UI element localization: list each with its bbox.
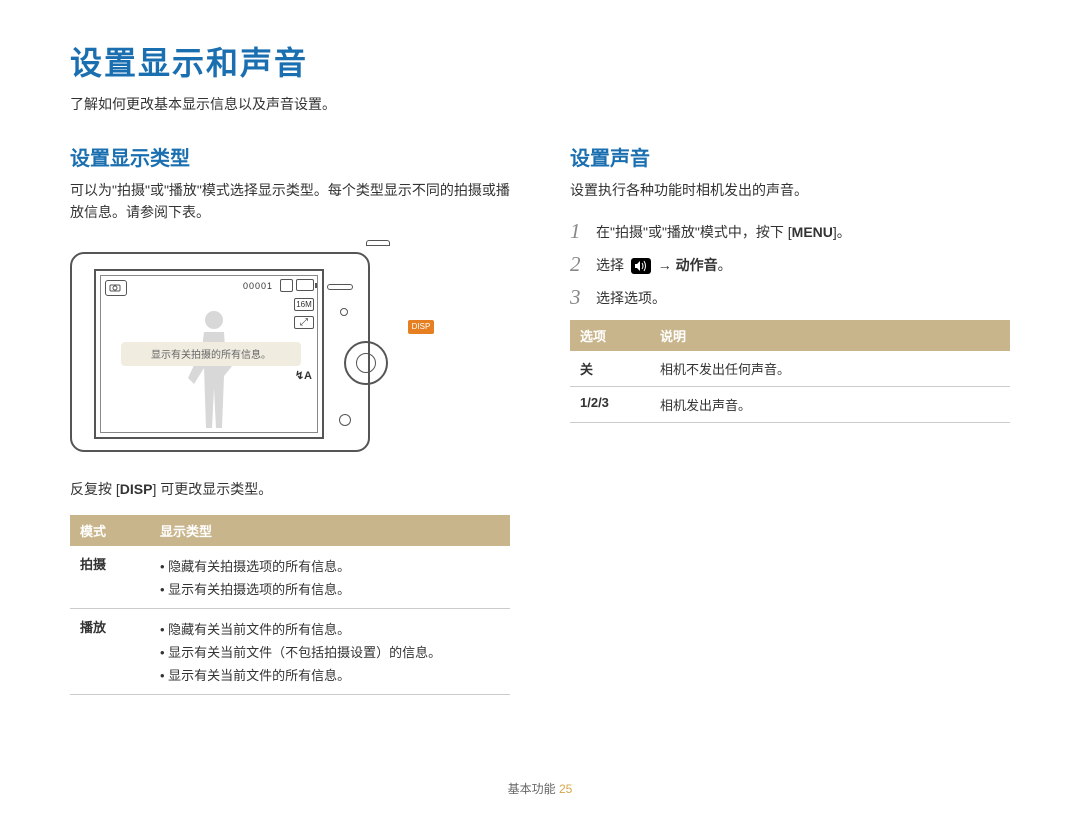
- cell-mode-shoot: 拍摄: [70, 546, 150, 609]
- menu-key: MENU: [792, 224, 833, 240]
- th-desc: 说明: [650, 320, 1010, 351]
- disp-callout-label: DISP: [408, 320, 434, 334]
- battery-icon: [296, 279, 314, 291]
- step-2-pre: 选择: [596, 257, 628, 273]
- camera-lower-button: [339, 414, 351, 426]
- right-column: 设置声音 设置执行各种功能时相机发出的声音。 1 在"拍摄"或"播放"模式中，按…: [570, 142, 1010, 695]
- list-item: 显示有关当前文件的所有信息。: [160, 663, 500, 686]
- resolution-badge: 16M: [294, 298, 314, 311]
- cell-desc-123: 相机发出声音。: [650, 387, 1010, 423]
- step-3: 3 选择选项。: [570, 285, 1010, 310]
- step-text: 在"拍摄"或"播放"模式中，按下 [MENU]。: [596, 222, 851, 242]
- step-num: 2: [570, 252, 596, 277]
- step-1-pre: 在"拍摄"或"播放"模式中，按下 [: [596, 224, 792, 240]
- page-footer: 基本功能 25: [0, 780, 1080, 797]
- page-subtitle: 了解如何更改基本显示信息以及声音设置。: [70, 94, 1010, 114]
- page-number: 25: [559, 782, 572, 796]
- list-item: 显示有关当前文件（不包括拍摄设置）的信息。: [160, 640, 500, 663]
- camera-counter: 00001: [243, 281, 273, 291]
- display-desc: 可以为"拍摄"或"播放"模式选择显示类型。每个类型显示不同的拍摄或播放信息。请参…: [70, 179, 510, 224]
- camera-screen-inner: 00001 16M ⤢ ↯A: [100, 275, 318, 433]
- cell-opt-off: 关: [570, 351, 650, 387]
- page-title: 设置显示和声音: [70, 38, 1010, 84]
- camera-shutter-button: [366, 240, 390, 246]
- left-column: 设置显示类型 可以为"拍摄"或"播放"模式选择显示类型。每个类型显示不同的拍摄或…: [70, 142, 510, 695]
- size-arrow-icon: ⤢: [294, 316, 314, 329]
- table-row: 播放 隐藏有关当前文件的所有信息。 显示有关当前文件（不包括拍摄设置）的信息。 …: [70, 608, 510, 694]
- camera-mode-icon: [105, 280, 127, 296]
- th-mode: 模式: [70, 515, 150, 546]
- camera-led: [340, 308, 348, 316]
- camera-diagram: 00001 16M ⤢ ↯A: [70, 242, 400, 457]
- sound-desc: 设置执行各种功能时相机发出的声音。: [570, 179, 1010, 201]
- disp-key: DISP: [120, 481, 153, 497]
- camera-screen: 00001 16M ⤢ ↯A: [94, 269, 324, 439]
- section-title-sound: 设置声音: [570, 142, 1010, 171]
- list-item: 隐藏有关拍摄选项的所有信息。: [160, 554, 500, 577]
- table-row: 拍摄 隐藏有关拍摄选项的所有信息。 显示有关拍摄选项的所有信息。: [70, 546, 510, 609]
- action-sound-label: 动作音: [676, 257, 718, 273]
- step-2-arrow: →: [654, 257, 676, 273]
- sd-card-icon: [280, 279, 293, 292]
- table-row: 1/2/3 相机发出声音。: [570, 387, 1010, 423]
- step-1: 1 在"拍摄"或"播放"模式中，按下 [MENU]。: [570, 219, 1010, 244]
- th-option: 选项: [570, 320, 650, 351]
- camera-tooltip: 显示有关拍摄的所有信息。: [121, 342, 301, 366]
- sound-icon: [631, 258, 651, 274]
- steps-list: 1 在"拍摄"或"播放"模式中，按下 [MENU]。 2 选择 → 动作音。 3…: [570, 219, 1010, 310]
- table-row: 关 相机不发出任何声音。: [570, 351, 1010, 387]
- section-title-display: 设置显示类型: [70, 142, 510, 171]
- cell-opt-123: 1/2/3: [570, 387, 650, 423]
- camera-speaker-slot: [327, 284, 353, 290]
- step-num: 1: [570, 219, 596, 244]
- step-num: 3: [570, 285, 596, 310]
- sound-option-table: 选项 说明 关 相机不发出任何声音。 1/2/3 相机发出声音。: [570, 320, 1010, 423]
- footer-section: 基本功能: [508, 782, 556, 796]
- th-display-type: 显示类型: [150, 515, 510, 546]
- disp-instruction: 反复按 [DISP] 可更改显示类型。: [70, 479, 510, 499]
- camera-control-wheel: [344, 336, 388, 390]
- camera-body: 00001 16M ⤢ ↯A: [70, 252, 370, 452]
- flash-indicator: ↯A: [295, 369, 312, 382]
- list-item: 显示有关拍摄选项的所有信息。: [160, 577, 500, 600]
- display-type-table: 模式 显示类型 拍摄 隐藏有关拍摄选项的所有信息。 显示有关拍摄选项的所有信息。…: [70, 515, 510, 695]
- disp-instruction-suffix: ] 可更改显示类型。: [152, 481, 272, 497]
- step-text: 选择 → 动作音。: [596, 255, 732, 275]
- cell-play-items: 隐藏有关当前文件的所有信息。 显示有关当前文件（不包括拍摄设置）的信息。 显示有…: [150, 608, 510, 694]
- disp-instruction-prefix: 反复按 [: [70, 481, 120, 497]
- list-item: 隐藏有关当前文件的所有信息。: [160, 617, 500, 640]
- person-silhouette-icon: [186, 308, 242, 428]
- cell-mode-play: 播放: [70, 608, 150, 694]
- step-2: 2 选择 → 动作音。: [570, 252, 1010, 277]
- step-2-post: 。: [718, 257, 732, 273]
- cell-shoot-items: 隐藏有关拍摄选项的所有信息。 显示有关拍摄选项的所有信息。: [150, 546, 510, 609]
- step-text: 选择选项。: [596, 288, 666, 308]
- step-1-post: ]。: [833, 224, 851, 240]
- cell-desc-off: 相机不发出任何声音。: [650, 351, 1010, 387]
